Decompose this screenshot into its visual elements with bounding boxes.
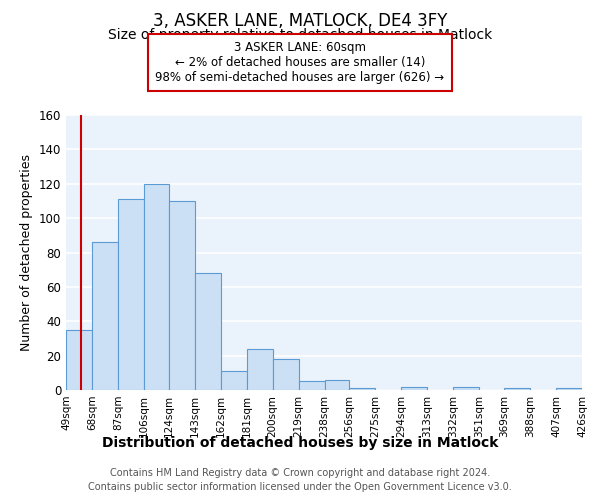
Bar xyxy=(454,386,479,390)
Bar xyxy=(556,388,582,390)
Bar xyxy=(194,273,221,390)
Text: 3 ASKER LANE: 60sqm
← 2% of detached houses are smaller (14)
98% of semi-detache: 3 ASKER LANE: 60sqm ← 2% of detached hou… xyxy=(155,41,445,84)
Text: Contains public sector information licensed under the Open Government Licence v3: Contains public sector information licen… xyxy=(88,482,512,492)
Bar xyxy=(349,388,376,390)
Bar xyxy=(247,349,272,390)
Bar xyxy=(401,386,427,390)
Text: Distribution of detached houses by size in Matlock: Distribution of detached houses by size … xyxy=(102,436,498,450)
Bar xyxy=(118,199,144,390)
Bar xyxy=(504,388,530,390)
Bar xyxy=(299,382,325,390)
Y-axis label: Number of detached properties: Number of detached properties xyxy=(20,154,33,351)
Bar xyxy=(169,201,194,390)
Bar xyxy=(272,359,299,390)
Bar xyxy=(144,184,169,390)
Text: 3, ASKER LANE, MATLOCK, DE4 3FY: 3, ASKER LANE, MATLOCK, DE4 3FY xyxy=(153,12,447,30)
Bar xyxy=(92,242,118,390)
Text: Size of property relative to detached houses in Matlock: Size of property relative to detached ho… xyxy=(108,28,492,42)
Bar xyxy=(66,330,92,390)
Bar xyxy=(221,371,247,390)
Text: Contains HM Land Registry data © Crown copyright and database right 2024.: Contains HM Land Registry data © Crown c… xyxy=(110,468,490,477)
Bar xyxy=(325,380,349,390)
